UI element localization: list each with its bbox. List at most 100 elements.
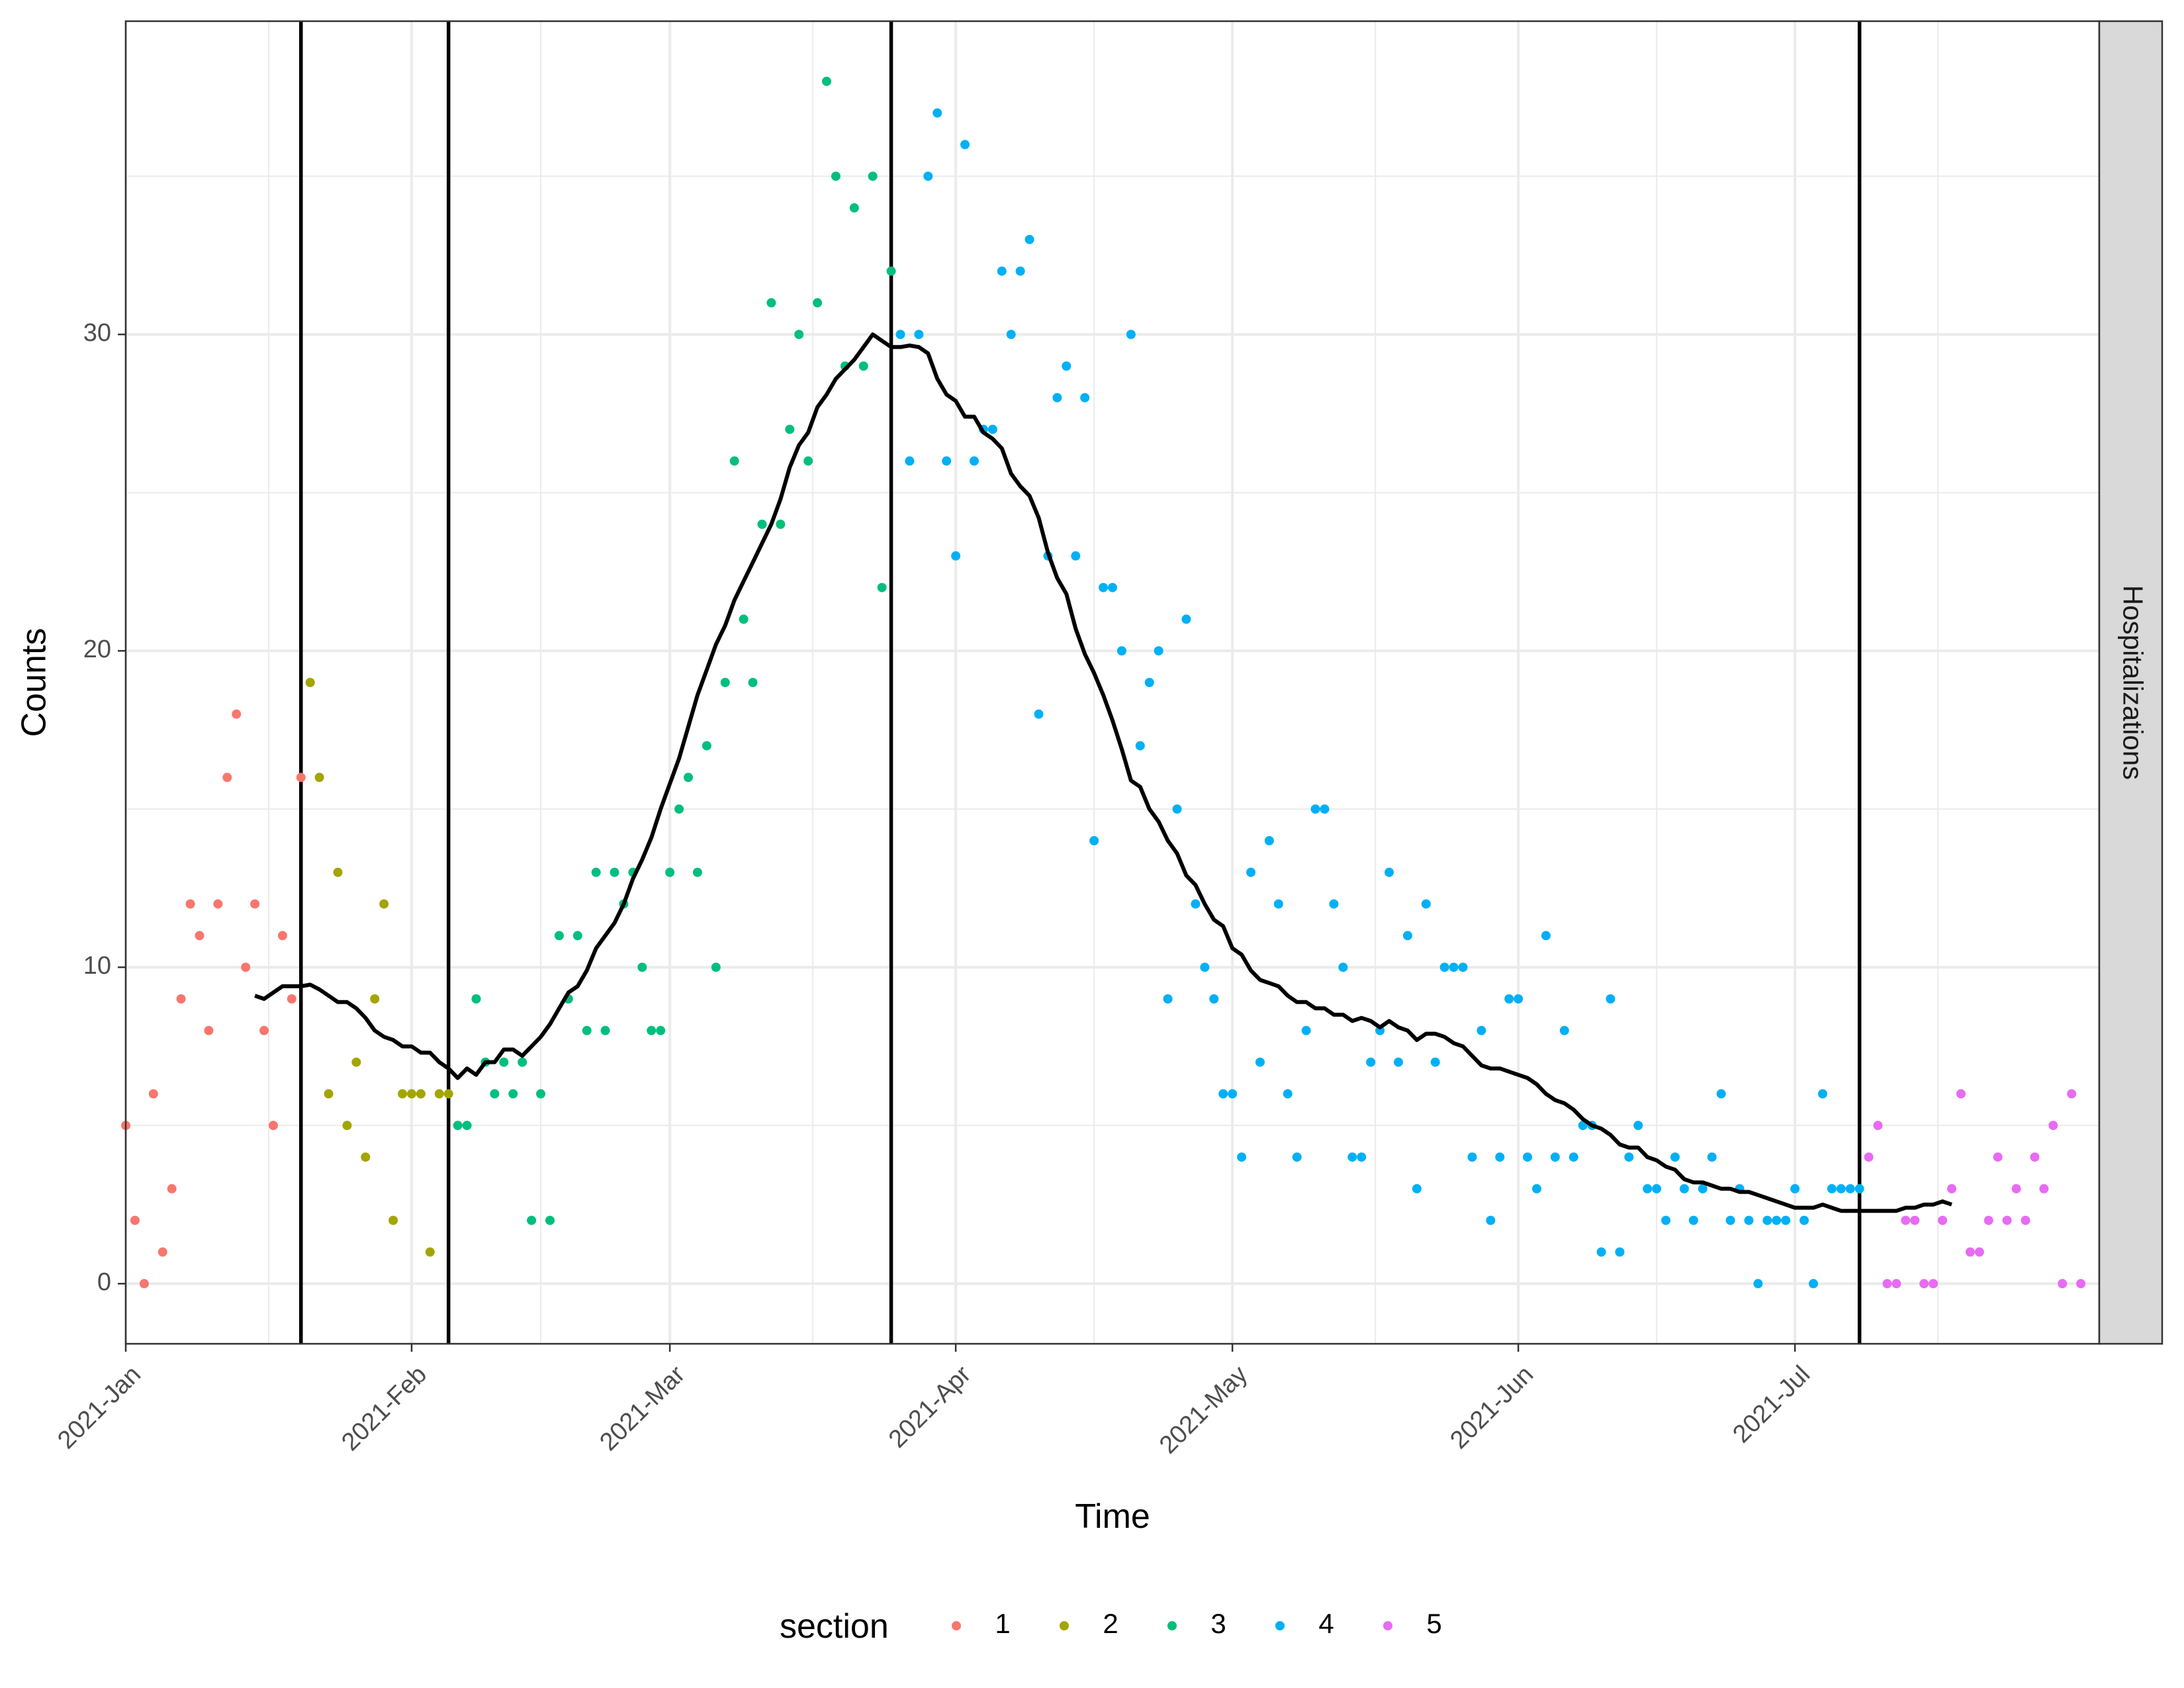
data-point-section-5 xyxy=(1901,1215,1911,1225)
data-point-section-3 xyxy=(868,171,878,181)
data-point-section-3 xyxy=(674,804,684,814)
data-point-section-4 xyxy=(1015,266,1025,276)
data-point-section-4 xyxy=(1725,1215,1735,1225)
data-point-section-4 xyxy=(1402,931,1412,941)
data-point-section-1 xyxy=(287,994,296,1004)
data-point-section-4 xyxy=(933,108,942,118)
data-point-section-4 xyxy=(1154,646,1163,656)
data-point-section-4 xyxy=(951,551,961,561)
data-point-section-4 xyxy=(1052,393,1062,402)
data-point-section-5 xyxy=(1938,1215,1948,1225)
data-point-section-3 xyxy=(729,456,739,466)
data-point-section-5 xyxy=(1882,1279,1892,1289)
data-point-section-5 xyxy=(2058,1279,2068,1289)
legend-label-section-3: 3 xyxy=(1210,1608,1226,1639)
data-point-section-4 xyxy=(1523,1152,1533,1162)
data-point-section-4 xyxy=(1679,1184,1689,1194)
data-point-section-4 xyxy=(1366,1057,1376,1067)
data-point-section-4 xyxy=(1854,1184,1864,1194)
data-point-section-4 xyxy=(1006,330,1016,340)
data-point-section-4 xyxy=(1569,1152,1578,1162)
data-point-section-3 xyxy=(499,1057,509,1067)
data-point-section-4 xyxy=(1273,899,1283,909)
data-point-section-4 xyxy=(1209,994,1219,1004)
data-point-section-3 xyxy=(692,867,702,877)
legend-label-section-2: 2 xyxy=(1103,1608,1118,1639)
data-point-section-4 xyxy=(1504,994,1514,1004)
data-point-section-4 xyxy=(1772,1215,1782,1225)
data-point-section-5 xyxy=(1864,1152,1874,1162)
data-point-section-3 xyxy=(665,867,675,877)
data-point-section-2 xyxy=(333,867,343,877)
data-point-section-1 xyxy=(158,1247,167,1257)
data-point-section-4 xyxy=(1385,867,1394,877)
data-point-section-4 xyxy=(1218,1089,1228,1099)
data-point-section-3 xyxy=(527,1215,537,1225)
data-point-section-3 xyxy=(858,361,868,371)
legend: section 1 2 3 4 5 xyxy=(780,1607,1442,1646)
data-point-section-2 xyxy=(416,1089,426,1099)
data-point-section-3 xyxy=(572,931,582,941)
data-point-section-1 xyxy=(241,962,251,972)
data-point-section-4 xyxy=(1596,1247,1606,1257)
data-point-section-2 xyxy=(305,678,315,687)
data-point-section-1 xyxy=(250,899,260,909)
data-point-section-2 xyxy=(342,1121,352,1131)
legend-key-section-3 xyxy=(1167,1621,1177,1630)
data-point-section-3 xyxy=(766,298,776,308)
data-point-section-1 xyxy=(148,1089,158,1099)
data-point-section-5 xyxy=(2076,1279,2086,1289)
data-point-section-4 xyxy=(1559,1025,1569,1035)
data-point-section-4 xyxy=(1817,1089,1827,1099)
data-point-section-4 xyxy=(914,330,924,340)
data-point-section-3 xyxy=(610,867,619,877)
data-point-section-4 xyxy=(1707,1152,1717,1162)
data-point-section-4 xyxy=(1486,1215,1496,1225)
data-point-section-2 xyxy=(314,773,324,782)
facet-strip-label: Hospitalizations xyxy=(2117,585,2148,780)
data-point-section-4 xyxy=(1514,994,1524,1004)
y-axis-title: Counts xyxy=(15,628,54,737)
data-point-section-4 xyxy=(1357,1152,1367,1162)
data-point-section-2 xyxy=(398,1089,408,1099)
data-point-section-2 xyxy=(425,1247,435,1257)
data-point-section-4 xyxy=(1181,614,1191,624)
data-point-section-4 xyxy=(1606,994,1615,1004)
data-point-section-3 xyxy=(684,773,694,782)
legend-label-section-4: 4 xyxy=(1318,1608,1334,1639)
data-point-section-5 xyxy=(2067,1089,2077,1099)
data-point-section-4 xyxy=(1753,1279,1763,1289)
data-point-section-3 xyxy=(877,583,887,592)
data-point-section-3 xyxy=(600,1025,610,1035)
data-point-section-1 xyxy=(268,1121,278,1131)
data-point-section-3 xyxy=(471,994,481,1004)
data-point-section-4 xyxy=(1790,1184,1800,1194)
data-point-section-4 xyxy=(1071,551,1081,561)
data-point-section-2 xyxy=(379,899,389,909)
data-point-section-4 xyxy=(1338,962,1348,972)
data-point-section-3 xyxy=(518,1057,527,1067)
data-point-section-4 xyxy=(1310,804,1320,814)
data-point-section-3 xyxy=(849,203,859,213)
data-point-section-3 xyxy=(813,298,823,308)
y-tick-label: 0 xyxy=(97,1268,111,1296)
data-point-section-4 xyxy=(1200,962,1210,972)
data-point-section-3 xyxy=(702,741,711,751)
data-point-section-4 xyxy=(1541,931,1551,941)
data-point-section-5 xyxy=(1919,1279,1929,1289)
data-point-section-3 xyxy=(637,962,647,972)
data-point-section-1 xyxy=(296,773,306,782)
data-point-section-4 xyxy=(1412,1184,1422,1194)
data-point-section-4 xyxy=(1255,1057,1265,1067)
data-point-section-5 xyxy=(1929,1279,1938,1289)
data-point-section-4 xyxy=(1809,1279,1819,1289)
data-point-section-3 xyxy=(720,678,730,687)
data-point-section-4 xyxy=(1827,1184,1837,1194)
data-point-section-4 xyxy=(1292,1152,1302,1162)
data-point-section-4 xyxy=(1172,804,1182,814)
data-point-section-4 xyxy=(987,424,997,434)
data-point-section-4 xyxy=(1228,1089,1238,1099)
data-point-section-1 xyxy=(204,1025,214,1035)
data-point-section-1 xyxy=(259,1025,269,1035)
legend-label-section-5: 5 xyxy=(1426,1608,1441,1639)
